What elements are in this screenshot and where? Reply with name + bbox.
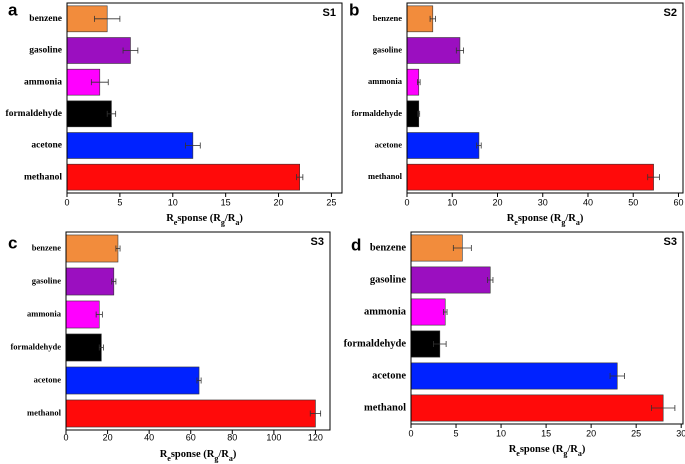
bar <box>65 333 102 362</box>
category-label: formaldehyde <box>6 109 62 119</box>
category-label: ammonia <box>364 306 407 317</box>
x-tick-label: 40 <box>144 432 154 442</box>
x-tick-label: 0 <box>64 197 69 207</box>
category-label: ammonia <box>368 76 403 86</box>
bar <box>66 37 131 64</box>
x-axis-label: Response (Rg/Ra) <box>166 213 243 227</box>
x-tick-label: 120 <box>308 432 323 442</box>
bar <box>406 163 654 191</box>
panel-letter: c <box>8 233 17 252</box>
x-tick-label: 80 <box>227 432 237 442</box>
x-tick-label: 20 <box>492 197 502 207</box>
bar <box>65 399 316 428</box>
category-label: formaldehyde <box>351 108 402 118</box>
panel-letter: b <box>349 0 359 19</box>
x-tick-label: 30 <box>538 197 548 207</box>
panel-label: S3 <box>664 236 677 248</box>
bar <box>65 234 119 263</box>
category-label: methanol <box>24 172 62 182</box>
bar <box>406 68 420 96</box>
category-label: formaldehyde <box>10 341 61 351</box>
panel-label: S1 <box>323 7 336 19</box>
x-tick-label: 0 <box>404 197 409 207</box>
plot-frame <box>406 2 684 194</box>
bar <box>406 37 461 64</box>
bar <box>410 266 491 294</box>
x-axis-label: Response (Rg/Ra) <box>507 213 584 227</box>
category-label: methanol <box>364 402 406 413</box>
category-label: gasoline <box>373 44 403 54</box>
category-label: acetone <box>375 139 403 149</box>
x-tick-label: 10 <box>168 197 178 207</box>
x-tick-label: 10 <box>496 428 506 438</box>
panel-label: S3 <box>311 236 324 248</box>
panel-label: S2 <box>664 7 677 19</box>
category-label: acetone <box>31 141 62 151</box>
x-tick-label: 100 <box>266 432 281 442</box>
bar <box>66 163 300 191</box>
x-tick-label: 60 <box>186 432 196 442</box>
bar <box>65 366 200 395</box>
x-tick-label: 15 <box>221 197 231 207</box>
category-label: benzene <box>32 242 62 252</box>
x-tick-label: 15 <box>541 428 551 438</box>
x-tick-label: 40 <box>583 197 593 207</box>
x-tick-label: 5 <box>117 197 122 207</box>
category-label: acetone <box>34 374 62 384</box>
x-tick-label: 0 <box>408 428 413 438</box>
category-label: methanol <box>27 407 62 417</box>
category-label: benzene <box>370 242 407 253</box>
bar <box>410 298 446 326</box>
bar <box>65 300 100 329</box>
category-label: ammonia <box>24 77 62 87</box>
category-label: benzene <box>373 13 403 23</box>
x-tick-label: 10 <box>447 197 457 207</box>
x-tick-label: 20 <box>103 432 113 442</box>
x-axis-label: Response (Rg/Ra) <box>160 449 237 463</box>
x-tick-label: 25 <box>326 197 336 207</box>
bar <box>410 394 664 422</box>
category-label: formaldehyde <box>344 338 407 349</box>
bar <box>410 362 618 390</box>
bar <box>406 132 480 159</box>
category-label: benzene <box>29 14 62 24</box>
category-label: gasoline <box>370 274 407 285</box>
x-tick-label: 50 <box>628 197 638 207</box>
x-tick-label: 30 <box>676 428 685 438</box>
category-label: gasoline <box>32 275 62 285</box>
bar <box>406 5 434 33</box>
x-tick-label: 25 <box>631 428 641 438</box>
bar <box>66 100 112 128</box>
category-label: methanol <box>368 171 403 181</box>
bar <box>65 267 115 296</box>
panel-letter: a <box>8 0 18 19</box>
x-tick-label: 0 <box>63 432 68 442</box>
category-label: ammonia <box>27 308 62 318</box>
plot-frame <box>410 231 684 425</box>
category-label: acetone <box>372 370 406 381</box>
bar <box>66 132 194 159</box>
x-axis-label: Response (Rg/Ra) <box>509 444 586 458</box>
x-tick-label: 20 <box>274 197 284 207</box>
x-tick-label: 5 <box>454 428 459 438</box>
panel-letter: d <box>351 235 361 254</box>
category-label: gasoline <box>29 46 62 56</box>
plot-frame <box>66 2 343 194</box>
plot-frame <box>65 231 331 431</box>
x-tick-label: 20 <box>586 428 596 438</box>
bar <box>406 100 420 128</box>
x-tick-label: 60 <box>673 197 683 207</box>
